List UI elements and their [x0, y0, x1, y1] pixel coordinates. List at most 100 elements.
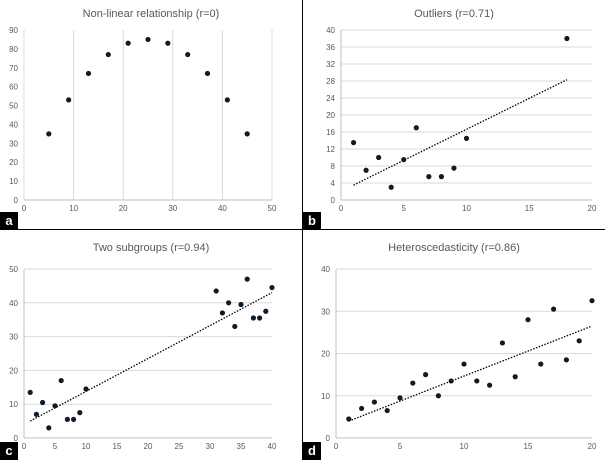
data-point — [145, 36, 151, 43]
x-tick-label: 10 — [69, 204, 78, 213]
data-point — [563, 357, 569, 363]
x-tick-label: 5 — [398, 442, 403, 451]
y-tick-label: 0 — [326, 434, 331, 443]
data-point — [576, 338, 582, 344]
trend-line — [348, 325, 593, 422]
y-tick-label: 30 — [9, 333, 18, 342]
data-point — [226, 300, 232, 306]
data-point — [204, 70, 211, 77]
y-tick-label: 50 — [9, 265, 18, 274]
y-tick-label: 36 — [326, 43, 335, 52]
data-point — [589, 298, 595, 304]
x-tick-label: 15 — [525, 204, 534, 213]
data-point — [438, 174, 444, 180]
x-tick-label: 0 — [22, 442, 27, 451]
panel-a: Non-linear relationship (r=0) 0 10 20 30 40 5… — [0, 0, 302, 230]
data-point — [58, 377, 64, 384]
panel-title: Outliers (r=0.71) — [414, 8, 494, 20]
x-tick-label: 20 — [144, 442, 153, 451]
horizontal-divider — [0, 229, 605, 230]
x-tick-label: 15 — [524, 442, 533, 451]
data-point — [499, 340, 505, 346]
data-point — [40, 399, 46, 406]
y-tick-label: 40 — [321, 265, 330, 274]
y-tick-label: 50 — [9, 102, 18, 111]
data-point — [244, 131, 250, 137]
data-point — [525, 317, 531, 323]
data-point — [461, 361, 467, 367]
data-point — [564, 35, 570, 42]
data-point — [85, 70, 92, 77]
data-point — [213, 288, 219, 294]
data-point — [350, 140, 357, 146]
y-tick-label: 30 — [321, 307, 330, 316]
y-tick-label: 20 — [9, 366, 18, 375]
data-point — [66, 97, 72, 103]
y-tick-label: 24 — [326, 94, 335, 103]
x-tick-label: 40 — [218, 204, 227, 213]
x-tick-label: 0 — [22, 204, 27, 213]
data-point — [538, 361, 544, 367]
panel-letter: b — [303, 212, 321, 230]
chart-svg: 0 5 10 15 20 0 4 8 12 16 20 24 28 32 36 40 — [326, 26, 597, 213]
data-point — [410, 380, 416, 386]
x-tick-label: 10 — [460, 442, 469, 451]
data-point — [83, 386, 89, 392]
data-point — [238, 301, 244, 308]
data-point — [219, 310, 225, 316]
x-tick-label: 30 — [168, 204, 177, 213]
x-tick-label: 40 — [268, 442, 277, 451]
data-point — [46, 131, 52, 137]
panel-b: Outliers (r=0.71) 0 5 10 15 20 0 4 8 12 16 20 24 28 3… — [303, 0, 605, 230]
data-point — [52, 403, 58, 409]
y-tick-label: 40 — [9, 120, 18, 129]
data-point — [401, 157, 407, 163]
data-point — [435, 393, 441, 399]
data-point — [397, 395, 403, 401]
x-tick-label: 25 — [175, 442, 184, 451]
data-point — [384, 407, 390, 414]
y-tick-label: 28 — [326, 77, 335, 86]
y-tick-label: 80 — [9, 45, 18, 54]
data-point — [451, 165, 457, 171]
y-tick-label: 20 — [326, 111, 335, 120]
data-point — [185, 51, 191, 58]
data-point — [125, 40, 131, 46]
panel-letter: c — [0, 442, 18, 460]
x-tick-label: 0 — [334, 442, 339, 451]
panel-title: Non-linear relationship (r=0) — [82, 8, 220, 20]
panel-d: Heteroscedasticity (r=0.86) 0 5 10 15 20 0 10 2… — [303, 230, 605, 460]
panel-title: Two subgroups (r=0.94) — [92, 242, 210, 254]
y-tick-label: 20 — [321, 350, 330, 359]
y-tick-label: 10 — [9, 177, 18, 186]
panel-c: Two subgroups (r=0.94) 0 5 10 15 20 25 30 35 40 0… — [0, 230, 302, 460]
vertical-divider — [302, 0, 303, 460]
x-tick-label: 20 — [119, 204, 128, 213]
y-tick-label: 40 — [326, 26, 335, 35]
y-tick-label: 60 — [9, 83, 18, 92]
x-tick-label: 0 — [339, 204, 344, 213]
y-tick-label: 16 — [326, 128, 335, 137]
data-point — [474, 378, 480, 384]
data-point — [426, 174, 432, 180]
data-point — [376, 154, 382, 161]
data-point — [27, 389, 33, 395]
chart-svg: 0 5 10 15 20 0 10 20 30 40 — [321, 265, 597, 451]
data-point — [551, 306, 557, 312]
y-tick-label: 90 — [9, 26, 18, 35]
data-point — [269, 284, 275, 291]
x-tick-label: 10 — [462, 204, 471, 213]
data-point — [77, 410, 83, 416]
data-point — [512, 374, 518, 380]
y-tick-label: 20 — [9, 158, 18, 167]
x-tick-label: 20 — [588, 204, 597, 213]
x-tick-label: 35 — [237, 442, 246, 451]
y-tick-label: 10 — [9, 400, 18, 409]
y-tick-label: 8 — [331, 162, 336, 171]
data-point — [359, 405, 365, 412]
data-point — [232, 323, 238, 330]
data-point — [388, 184, 394, 190]
panel-letter: d — [303, 442, 321, 460]
data-point — [250, 315, 256, 321]
